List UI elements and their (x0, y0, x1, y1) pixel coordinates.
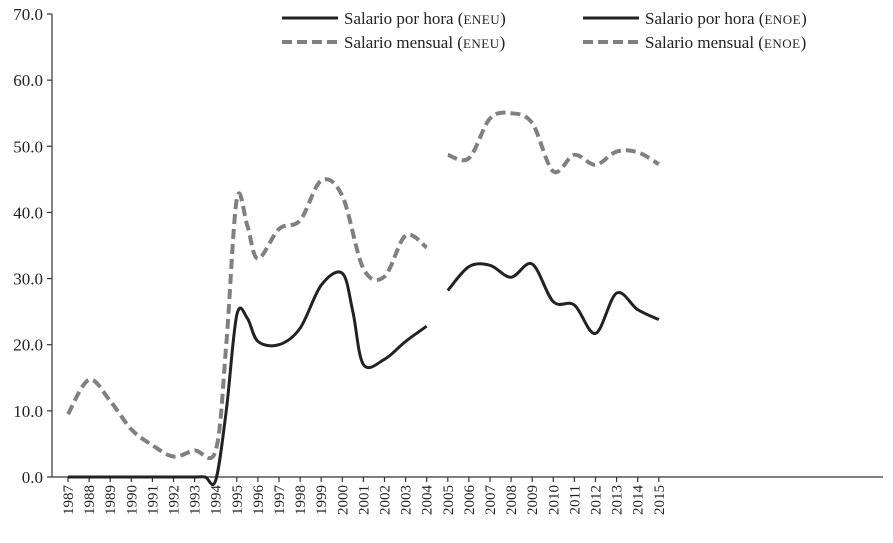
x-tick-label: 2014 (631, 485, 647, 516)
x-tick-label: 2015 (652, 485, 668, 515)
x-tick-label: 1997 (272, 485, 288, 516)
x-tick-label: 1992 (167, 485, 183, 515)
y-tick-label: 30.0 (13, 270, 43, 289)
y-axis-ticks: 0.0 10.0 20.0 30.0 40.0 50.0 60.0 70.0 (13, 5, 52, 487)
x-tick-label: 1994 (209, 485, 225, 516)
x-tick-label: 1996 (251, 485, 267, 516)
y-tick-label: 40.0 (13, 203, 43, 222)
x-tick-label: 1995 (230, 485, 246, 515)
y-tick-label: 0.0 (22, 468, 43, 487)
axes (51, 14, 883, 478)
series-line-3 (447, 110, 660, 175)
x-tick-label: 2008 (504, 485, 520, 515)
x-axis-ticks: 1987 1988 1989 1990 1991 1992 1993 1994 1995 1996… (61, 477, 668, 515)
x-tick-label: 2011 (567, 485, 583, 514)
y-tick-label: 20.0 (13, 336, 43, 355)
x-tick-label: 2009 (525, 485, 541, 515)
x-tick-label: 2005 (441, 485, 457, 515)
legend-label-2: Salario mensual (ENEU) (344, 33, 505, 52)
legend-label-3: Salario mensual (ENOE) (645, 33, 806, 52)
x-tick-label: 2006 (462, 485, 478, 516)
legend-label-1: Salario por hora (ENOE) (645, 9, 807, 28)
y-tick-label: 10.0 (13, 402, 43, 421)
x-tick-label: 1999 (314, 485, 330, 515)
x-tick-label: 2013 (610, 485, 626, 515)
x-tick-label: 2010 (546, 485, 562, 515)
x-tick-label: 2012 (589, 485, 605, 515)
x-tick-label: 1990 (124, 485, 140, 515)
x-tick-label: 2003 (399, 485, 415, 515)
series-line-2 (446, 261, 660, 335)
x-tick-label: 1998 (293, 485, 309, 515)
x-tick-label: 2007 (483, 485, 499, 516)
x-tick-label: 2001 (356, 485, 372, 515)
series-line-1 (66, 177, 428, 461)
y-tick-label: 50.0 (13, 137, 43, 156)
series-line-0 (68, 270, 428, 487)
x-tick-label: 1987 (61, 485, 77, 516)
x-tick-label: 2002 (378, 485, 394, 515)
series-lines (66, 110, 660, 487)
y-tick-label: 60.0 (13, 71, 43, 90)
x-tick-label: 1988 (82, 485, 98, 515)
x-tick-label: 1989 (103, 485, 119, 515)
x-tick-label: 1991 (145, 485, 161, 515)
y-tick-label: 70.0 (13, 5, 43, 24)
legend-label-0: Salario por hora (ENEU) (344, 9, 506, 28)
x-tick-label: 2004 (420, 485, 436, 516)
x-tick-label: 2000 (335, 485, 351, 515)
x-tick-label: 1993 (188, 485, 204, 515)
legend: Salario por hora (ENEU) Salario por hora … (282, 9, 807, 52)
